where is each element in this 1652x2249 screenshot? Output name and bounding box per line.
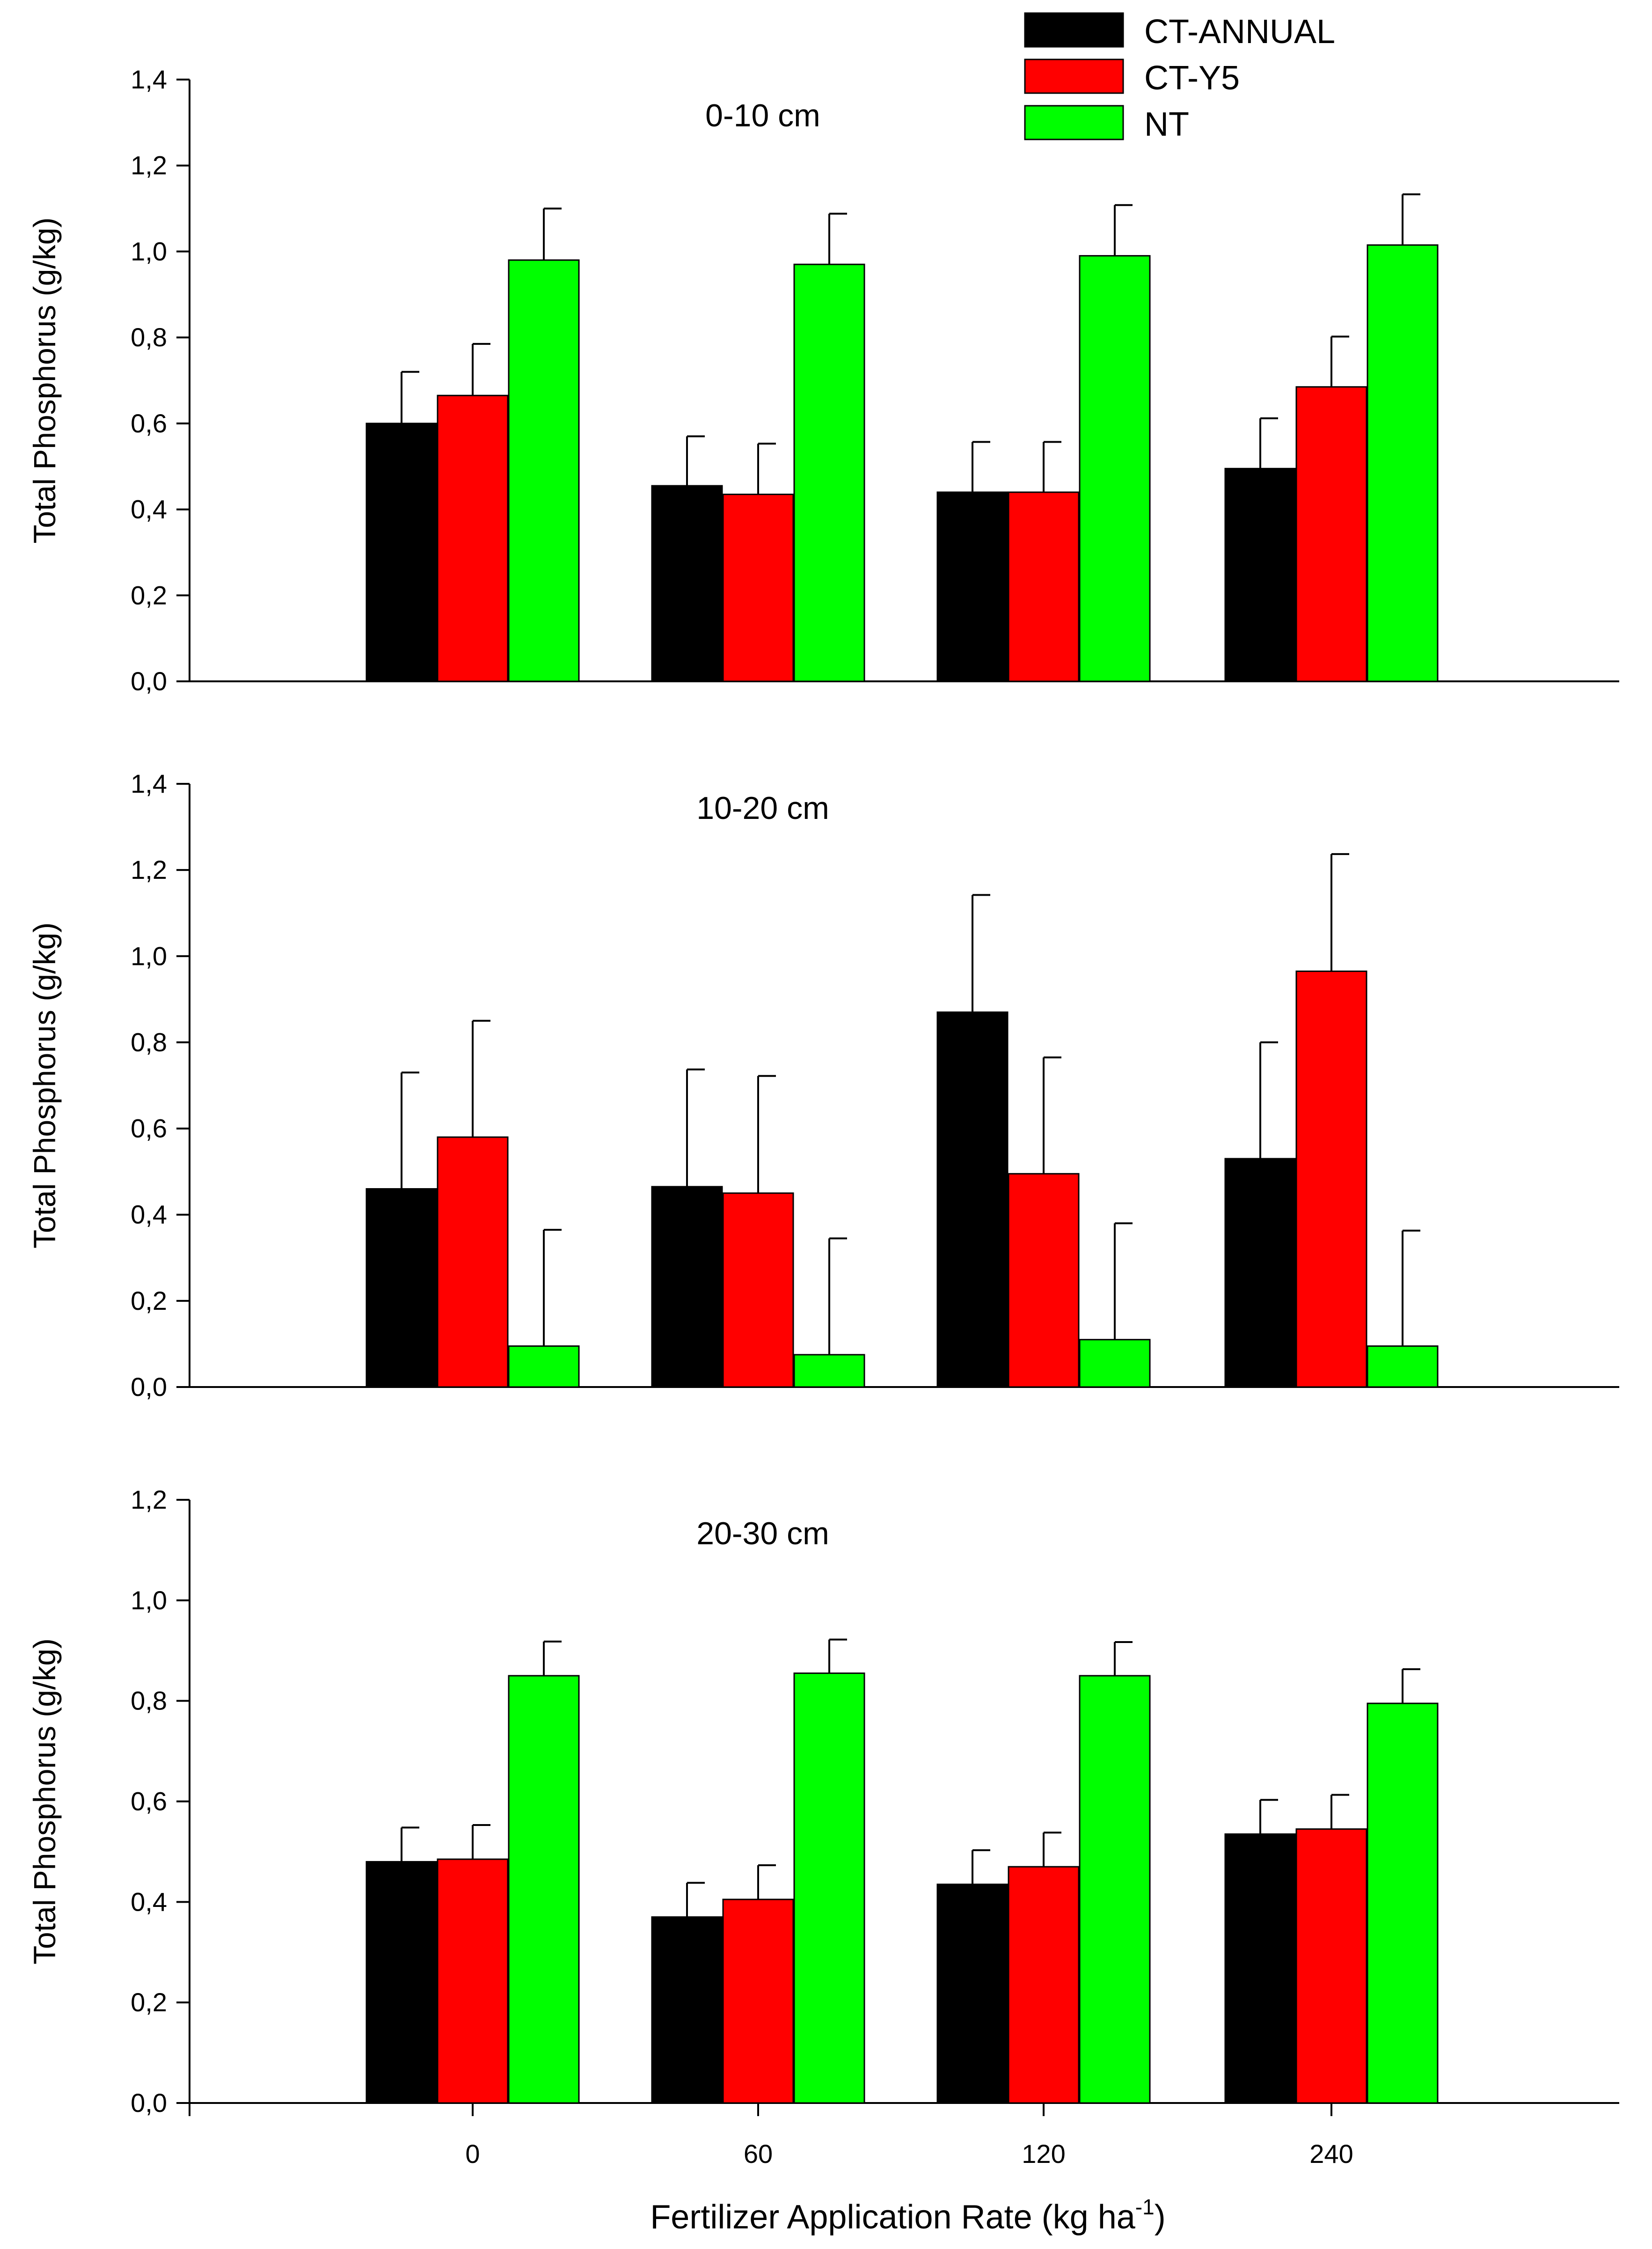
- y-tick-label: 0,0: [131, 2088, 167, 2118]
- bar-nt-120: [1079, 255, 1151, 682]
- bar-ct-annual-240: [1224, 1158, 1296, 1388]
- y-axis-label: Total Phosphorus (g/kg): [27, 1638, 62, 1964]
- legend-swatch-ct-annual: [1024, 12, 1124, 48]
- y-tick-label: 0,8: [131, 1027, 167, 1057]
- y-tick-label: 0,6: [131, 409, 167, 438]
- y-tick-label: 1,0: [131, 236, 167, 266]
- x-tick-label-240: 240: [1309, 2139, 1353, 2169]
- legend-swatch-ct-y5: [1024, 58, 1124, 94]
- bar-ct-y5-240: [1295, 971, 1367, 1388]
- bar-ct-y5-120: [1008, 1866, 1080, 2104]
- y-tick-label: 1,0: [131, 941, 167, 971]
- x-axis-label: Fertilizer Application Rate (kg ha-1): [650, 2195, 1165, 2236]
- bar-ct-annual-240: [1224, 1833, 1296, 2104]
- bar-nt-60: [793, 263, 865, 682]
- bar-ct-annual-0: [365, 1861, 438, 2104]
- legend-label-nt: NT: [1144, 106, 1189, 143]
- bar-nt-0: [508, 1345, 580, 1388]
- bar-nt-0: [508, 1675, 580, 2104]
- x-axis-label-superscript: -1: [1135, 2195, 1155, 2219]
- bar-ct-y5-240: [1295, 1828, 1367, 2104]
- legend: CT-ANNUAL CT-Y5 NT: [1024, 12, 1335, 143]
- bar-ct-annual-120: [936, 1011, 1009, 1388]
- y-tick-label: 0,2: [131, 1286, 167, 1315]
- bar-ct-y5-120: [1008, 491, 1080, 682]
- bar-ct-annual-0: [365, 1188, 438, 1388]
- panel-title: 0-10 cm: [705, 98, 820, 133]
- panel-0-10-cm: 0,0 0,2 0,4 0,6 0,8 1,0 1,2 1,4 Total Phosphorus…: [27, 65, 1619, 696]
- y-tick-label: 1,0: [131, 1585, 167, 1615]
- y-axis-label: Total Phosphorus (g/kg): [27, 922, 62, 1249]
- bar-nt-60: [793, 1354, 865, 1388]
- panel-title: 20-30 cm: [696, 1516, 829, 1551]
- y-tick-label: 0,2: [131, 580, 167, 610]
- bar-ct-y5-0: [437, 1858, 509, 2104]
- bar-nt-240: [1367, 1702, 1439, 2104]
- bar-ct-y5-60: [722, 1899, 794, 2104]
- y-tick-label: 0,4: [131, 495, 167, 524]
- bar-ct-y5-240: [1295, 386, 1367, 682]
- bar-ct-y5-60: [722, 1192, 794, 1388]
- panel-20-30-cm: 0,0 0,2 0,4 0,6 0,8 1,0 1,2 Total Phosphorus (g…: [27, 1485, 1619, 2169]
- bar-nt-240: [1367, 244, 1439, 682]
- bar-nt-60: [793, 1672, 865, 2104]
- x-tick-label-0: 0: [465, 2139, 480, 2169]
- bar-nt-240: [1367, 1345, 1439, 1388]
- y-tick-label: 0,8: [131, 322, 167, 352]
- y-tick-label: 1,4: [131, 65, 167, 94]
- y-tick-label: 1,2: [131, 151, 167, 180]
- bar-ct-y5-120: [1008, 1173, 1080, 1388]
- legend-swatch-nt: [1024, 105, 1124, 140]
- bar-ct-annual-60: [651, 485, 723, 682]
- bar-ct-annual-120: [936, 491, 1009, 682]
- x-tick-label-120: 120: [1022, 2139, 1065, 2169]
- legend-label-ct-annual: CT-ANNUAL: [1144, 13, 1335, 51]
- bar-ct-annual-120: [936, 1884, 1009, 2104]
- x-axis-label-main: Fertilizer Application Rate (kg ha: [650, 2198, 1135, 2236]
- bar-nt-120: [1079, 1339, 1151, 1388]
- bar-ct-y5-0: [437, 394, 509, 682]
- y-tick-label: 1,2: [131, 855, 167, 884]
- bar-nt-0: [508, 259, 580, 682]
- bar-nt-120: [1079, 1675, 1151, 2104]
- bar-ct-annual-60: [651, 1916, 723, 2104]
- x-tick-label-60: 60: [744, 2139, 773, 2169]
- y-tick-label: 0,6: [131, 1114, 167, 1143]
- y-tick-label: 0,4: [131, 1200, 167, 1229]
- panel-title: 10-20 cm: [696, 790, 829, 826]
- y-tick-label: 0,6: [131, 1787, 167, 1816]
- bar-ct-y5-60: [722, 493, 794, 682]
- y-axis-label: Total Phosphorus (g/kg): [27, 217, 62, 543]
- panel-10-20-cm: 0,0 0,2 0,4 0,6 0,8 1,0 1,2 1,4 Total Phosphorus…: [27, 769, 1619, 1402]
- bar-ct-annual-0: [365, 423, 438, 682]
- y-tick-label: 0,8: [131, 1686, 167, 1716]
- y-tick-label: 1,2: [131, 1485, 167, 1514]
- y-tick-label: 0,4: [131, 1887, 167, 1916]
- legend-label-ct-y5: CT-Y5: [1144, 59, 1240, 97]
- y-tick-label: 1,4: [131, 769, 167, 798]
- bar-ct-annual-60: [651, 1186, 723, 1388]
- y-tick-label: 0,0: [131, 1372, 167, 1402]
- x-axis-label-close: ): [1155, 2198, 1166, 2236]
- bar-ct-annual-240: [1224, 467, 1296, 682]
- bar-ct-y5-0: [437, 1136, 509, 1388]
- y-tick-label: 0,0: [131, 666, 167, 696]
- y-tick-label: 0,2: [131, 1987, 167, 2017]
